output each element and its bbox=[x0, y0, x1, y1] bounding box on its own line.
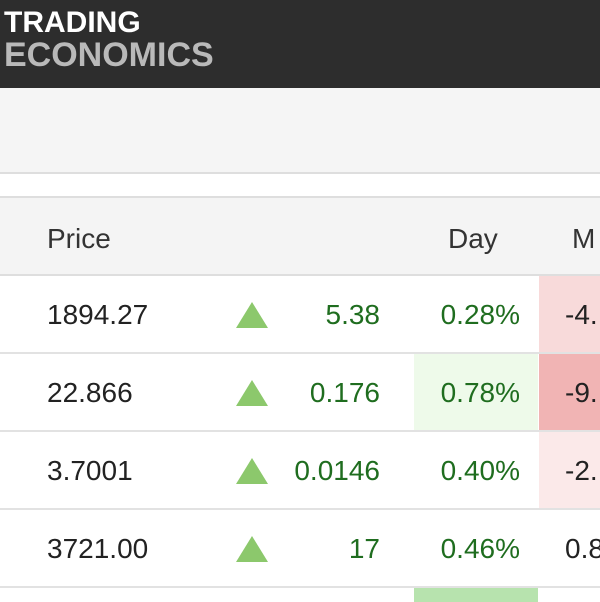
pct-change-cell: 0.46% bbox=[414, 510, 538, 586]
table-row[interactable]: 3721.00 17 0.46% 0.8 bbox=[0, 510, 600, 588]
change-cell: 0.0146 bbox=[294, 455, 380, 486]
pct-cell-partial bbox=[414, 588, 538, 602]
triangle-up-icon bbox=[236, 536, 268, 562]
month-change-cell: -9. bbox=[539, 354, 600, 430]
table-header: Price Day M bbox=[0, 196, 600, 276]
change-cell: 0.176 bbox=[309, 377, 380, 408]
logo-economics[interactable]: ECONOMICS bbox=[4, 36, 214, 74]
price-cell: 3.7001 bbox=[47, 455, 133, 486]
price-cell: 1894.27 bbox=[47, 299, 149, 330]
change-cell: 17 bbox=[348, 533, 380, 564]
triangle-up-icon bbox=[236, 380, 268, 406]
logo-trading[interactable]: TRADING bbox=[4, 6, 141, 39]
table-row[interactable]: 1894.27 5.38 0.28% -4. bbox=[0, 276, 600, 354]
price-column-header[interactable]: Price bbox=[47, 223, 111, 254]
month-change-cell: -4. bbox=[539, 276, 600, 352]
pct-change-cell: 0.40% bbox=[414, 432, 538, 508]
month-change-cell: -2. bbox=[539, 432, 600, 508]
day-column-header[interactable]: Day bbox=[448, 223, 498, 254]
table-row-partial bbox=[0, 588, 600, 602]
pct-change-cell: 0.28% bbox=[414, 276, 538, 352]
pct-change-cell: 0.78% bbox=[414, 354, 538, 430]
markets-table: Price Day M 1894.27 5.38 0.28% -4. 22.866 0.1… bbox=[0, 196, 600, 602]
toolbar-bar bbox=[0, 88, 600, 174]
change-cell: 5.38 bbox=[325, 299, 381, 330]
month-column-header[interactable]: M bbox=[572, 223, 596, 254]
table-row[interactable]: 22.866 0.176 0.78% -9. bbox=[0, 354, 600, 432]
price-cell: 3721.00 bbox=[47, 533, 149, 564]
table-row[interactable]: 3.7001 0.0146 0.40% -2. bbox=[0, 432, 600, 510]
month-change-cell: 0.8 bbox=[539, 510, 600, 586]
triangle-up-icon bbox=[236, 302, 268, 328]
price-cell: 22.866 bbox=[47, 377, 133, 408]
triangle-up-icon bbox=[236, 458, 268, 484]
site-header: TRADING ECONOMICS bbox=[0, 0, 600, 88]
